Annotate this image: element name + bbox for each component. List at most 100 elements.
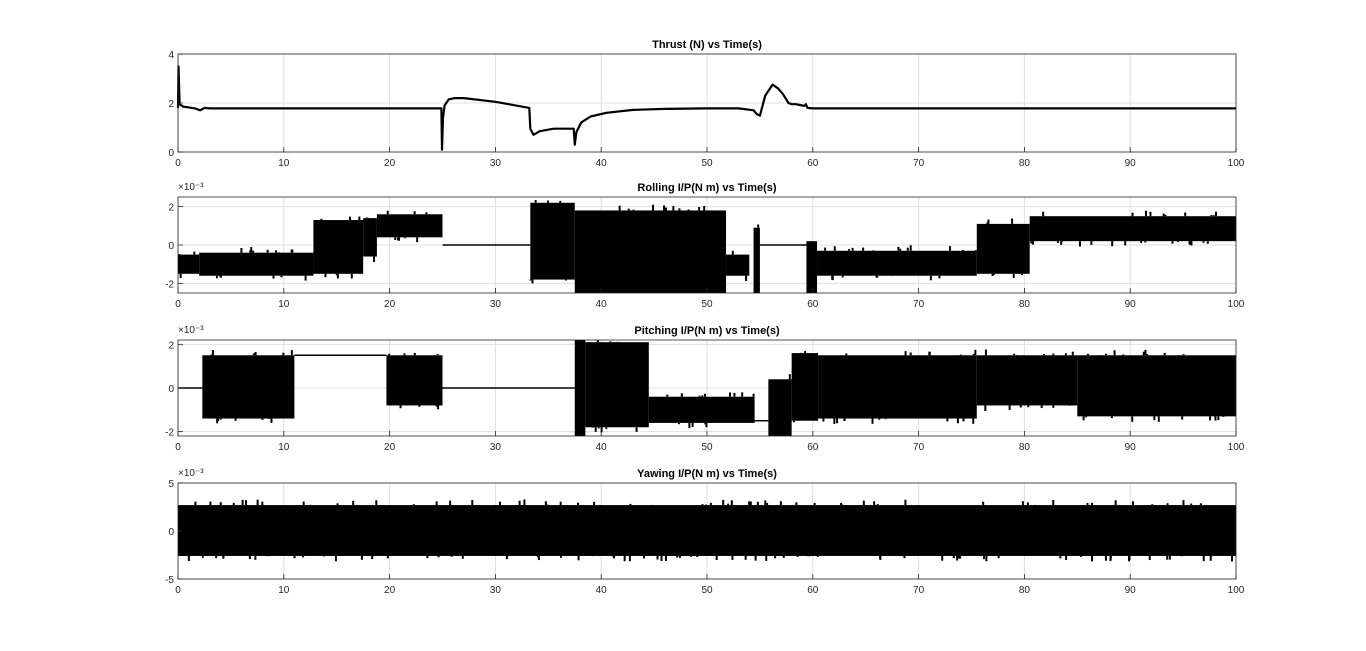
x-tick-label: 50 <box>701 442 713 453</box>
signal-band <box>1029 216 1236 242</box>
x-tick-label: 20 <box>384 158 396 169</box>
x-tick-label: 10 <box>278 585 290 596</box>
y-tick-label: 4 <box>168 50 174 61</box>
plot-title: Yawing I/P(N m) vs Time(s) <box>637 468 777 480</box>
x-tick-label: 50 <box>701 158 713 169</box>
x-tick-label: 30 <box>490 442 502 453</box>
y-tick-label: -2 <box>165 279 174 290</box>
tick-labels: 0 10 20 30 40 50 60 70 80 90 100-202 <box>165 340 1245 453</box>
y-tick-label: 0 <box>168 148 174 159</box>
x-tick-label: 10 <box>278 158 290 169</box>
signal-band <box>726 254 750 276</box>
signal-band <box>768 379 792 436</box>
series-data <box>178 499 1236 562</box>
signal-band <box>178 505 1236 556</box>
tick-labels: 0 10 20 30 40 50 60 70 80 90 100-202 <box>165 203 1245 310</box>
x-tick-label: 30 <box>490 299 502 310</box>
x-tick-label: 70 <box>913 442 925 453</box>
x-tick-label: 50 <box>701 299 713 310</box>
x-tick-label: 10 <box>278 299 290 310</box>
signal-band <box>585 342 649 428</box>
y-tick-label: 5 <box>168 479 174 490</box>
y-tick-label: 0 <box>168 241 174 252</box>
series-data <box>178 340 1236 436</box>
y-tick-label: 2 <box>168 203 174 214</box>
x-tick-label: 20 <box>384 299 396 310</box>
signal-band <box>753 227 760 293</box>
signal-band <box>178 254 200 274</box>
tick-labels: 0 10 20 30 40 50 60 70 80 90 100-505 <box>165 479 1245 596</box>
y-tick-label: 2 <box>168 99 174 110</box>
x-tick-label: 0 <box>175 299 181 310</box>
signal-band <box>818 355 977 419</box>
signal-band <box>1077 355 1236 417</box>
x-tick-label: 80 <box>1019 585 1031 596</box>
signal-band <box>574 340 586 436</box>
x-tick-label: 10 <box>278 442 290 453</box>
x-tick-label: 20 <box>384 585 396 596</box>
x-tick-label: 50 <box>701 585 713 596</box>
series-data <box>176 65 1236 151</box>
x-tick-label: 60 <box>807 585 819 596</box>
x-tick-label: 30 <box>490 585 502 596</box>
series-data <box>178 200 1236 293</box>
y-tick-label: -5 <box>165 575 174 586</box>
signal-band <box>976 355 1078 406</box>
x-tick-label: 60 <box>807 299 819 310</box>
x-tick-label: 100 <box>1228 585 1245 596</box>
signal-band <box>976 223 1030 274</box>
x-tick-label: 30 <box>490 158 502 169</box>
x-tick-label: 80 <box>1019 158 1031 169</box>
signal-band <box>791 353 819 421</box>
x-tick-label: 40 <box>596 442 608 453</box>
signal-band <box>386 355 443 406</box>
x-tick-label: 80 <box>1019 442 1031 453</box>
x-tick-label: 100 <box>1228 158 1245 169</box>
axis-exponent-label: ×10⁻³ <box>178 325 204 336</box>
x-tick-label: 70 <box>913 585 925 596</box>
x-tick-label: 0 <box>175 442 181 453</box>
subplot-2: 0 10 20 30 40 50 60 70 80 90 100-202×10⁻³ Rolling I… <box>165 182 1245 310</box>
x-tick-label: 0 <box>175 585 181 596</box>
x-tick-label: 20 <box>384 442 396 453</box>
x-tick-label: 90 <box>1125 585 1137 596</box>
y-tick-label: 0 <box>168 384 174 395</box>
x-tick-label: 70 <box>913 299 925 310</box>
signal-band <box>376 214 443 238</box>
x-tick-label: 40 <box>596 158 608 169</box>
plot-title: Thrust (N) vs Time(s) <box>652 39 762 51</box>
signal-band <box>363 218 377 257</box>
y-tick-label: 0 <box>168 527 174 538</box>
y-tick-label: -2 <box>165 428 174 439</box>
signal-band <box>530 202 575 280</box>
x-tick-label: 60 <box>807 442 819 453</box>
signal-band <box>202 355 295 419</box>
plot-title: Pitching I/P(N m) vs Time(s) <box>634 325 780 337</box>
series-line <box>176 65 1236 151</box>
x-tick-label: 0 <box>175 158 181 169</box>
x-tick-label: 80 <box>1019 299 1031 310</box>
x-tick-label: 100 <box>1228 299 1245 310</box>
x-tick-label: 100 <box>1228 442 1245 453</box>
x-tick-label: 90 <box>1125 299 1137 310</box>
signal-band <box>817 250 977 276</box>
subplot-4: 0 10 20 30 40 50 60 70 80 90 100-505×10⁻³ Yawing I/… <box>165 468 1245 596</box>
axis-exponent-label: ×10⁻³ <box>178 182 204 193</box>
x-tick-label: 90 <box>1125 158 1137 169</box>
x-tick-label: 90 <box>1125 442 1137 453</box>
signal-band <box>648 396 755 423</box>
x-tick-label: 70 <box>913 158 925 169</box>
tick-labels: 0 10 20 30 40 50 60 70 80 90 100 0 2 4 <box>168 50 1244 169</box>
plot-title: Rolling I/P(N m) vs Time(s) <box>637 182 776 194</box>
subplot-1: 0 10 20 30 40 50 60 70 80 90 100 0 2 4 Thrust (N) vs T… <box>168 39 1244 169</box>
signal-band <box>574 210 727 293</box>
y-tick-label: 2 <box>168 340 174 351</box>
subplot-3: 0 10 20 30 40 50 60 70 80 90 100-202×10⁻³ Pitching … <box>165 325 1245 453</box>
axis-exponent-label: ×10⁻³ <box>178 468 204 479</box>
signal-band <box>806 241 818 293</box>
signal-band <box>313 220 364 274</box>
signal-band <box>199 252 314 276</box>
x-tick-label: 60 <box>807 158 819 169</box>
x-tick-label: 40 <box>596 299 608 310</box>
